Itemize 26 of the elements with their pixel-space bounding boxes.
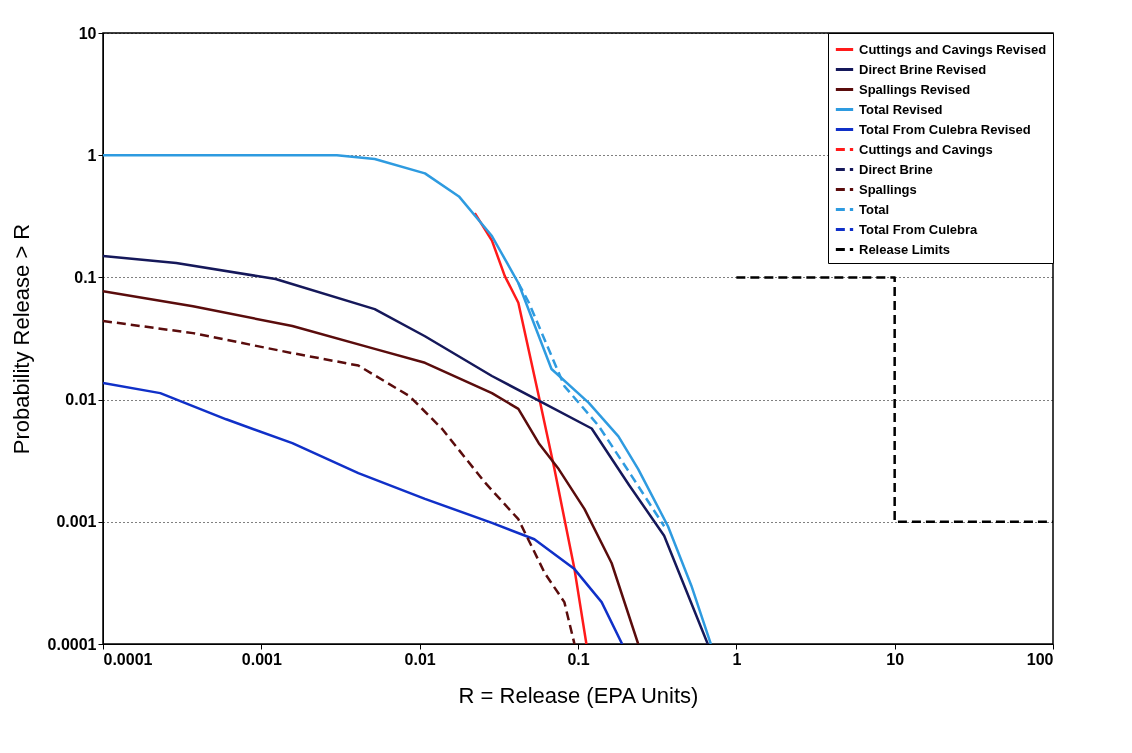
x-tick-label: 1 — [732, 650, 742, 668]
y-tick-label: 0.001 — [56, 513, 97, 531]
legend-label: Direct Brine — [859, 161, 933, 177]
legend-label: Total — [859, 201, 890, 217]
y-tick-label: 1 — [87, 146, 97, 164]
x-tick-label: 0.1 — [567, 650, 590, 668]
x-tick-label: 10 — [886, 650, 905, 668]
legend-label: Spallings — [859, 181, 917, 197]
legend-label: Total Revised — [859, 101, 943, 117]
x-tick-label: 100 — [1026, 650, 1054, 668]
y-axis-title: Probability Release > R — [8, 223, 34, 455]
legend-label: Spallings Revised — [859, 81, 971, 97]
legend-label: Total From Culebra Revised — [859, 121, 1031, 137]
x-axis-title: R = Release (EPA Units) — [458, 682, 699, 708]
y-tick-label: 0.01 — [65, 391, 97, 409]
y-tick-label: 0.0001 — [47, 635, 97, 653]
legend-label: Direct Brine Revised — [859, 61, 987, 77]
x-tick-label: 0.0001 — [103, 650, 153, 668]
y-tick-label: 0.1 — [74, 268, 97, 286]
legend-label: Cuttings and Cavings — [859, 141, 993, 157]
legend-label: Release Limits — [859, 241, 951, 257]
y-tick-label: 10 — [78, 24, 97, 42]
x-tick-label: 0.001 — [241, 650, 282, 668]
legend-label: Cuttings and Cavings Revised — [859, 41, 1047, 57]
legend-label: Total From Culebra — [859, 221, 978, 237]
x-tick-label: 0.01 — [404, 650, 436, 668]
